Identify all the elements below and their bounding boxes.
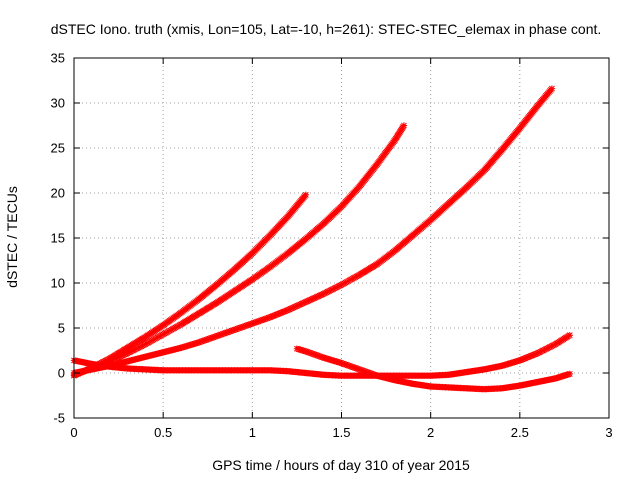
grid-lines	[74, 58, 609, 418]
series-2	[70, 122, 408, 378]
axis-ticks	[73, 57, 610, 419]
y-tick-label: 35	[51, 51, 65, 66]
x-tick-label: 0	[70, 425, 77, 440]
x-tick-label: 3	[605, 425, 612, 440]
series-markers	[293, 345, 573, 393]
x-tick-label: 2	[427, 425, 434, 440]
y-axis-label: dSTEC / TECUs	[4, 186, 20, 288]
y-tick-label: 15	[51, 231, 65, 246]
y-tick-label: 10	[51, 276, 65, 291]
y-tick-label: 25	[51, 141, 65, 156]
series-markers	[70, 191, 310, 379]
y-tick-label: -5	[53, 411, 65, 426]
x-tick-label: 2.5	[511, 425, 529, 440]
y-tick-labels: -5 0 5 10 15 20 25 30 35	[51, 51, 65, 426]
y-tick-label: 20	[51, 186, 65, 201]
x-tick-label: 1	[249, 425, 256, 440]
y-tick-label: 5	[58, 321, 65, 336]
data-series	[70, 85, 573, 393]
x-axis-label: GPS time / hours of day 310 of year 2015	[212, 457, 470, 473]
x-tick-label: 1.5	[332, 425, 350, 440]
series-5	[293, 345, 573, 393]
x-tick-labels: 0 0.5 1 1.5 2 2.5 3	[70, 425, 612, 440]
series-markers	[70, 122, 408, 378]
series-1	[70, 191, 310, 379]
y-tick-label: 30	[51, 96, 65, 111]
x-tick-label: 0.5	[154, 425, 172, 440]
chart-title: dSTEC Iono. truth (xmis, Lon=105, Lat=-1…	[51, 21, 602, 37]
y-tick-label: 0	[58, 366, 65, 381]
